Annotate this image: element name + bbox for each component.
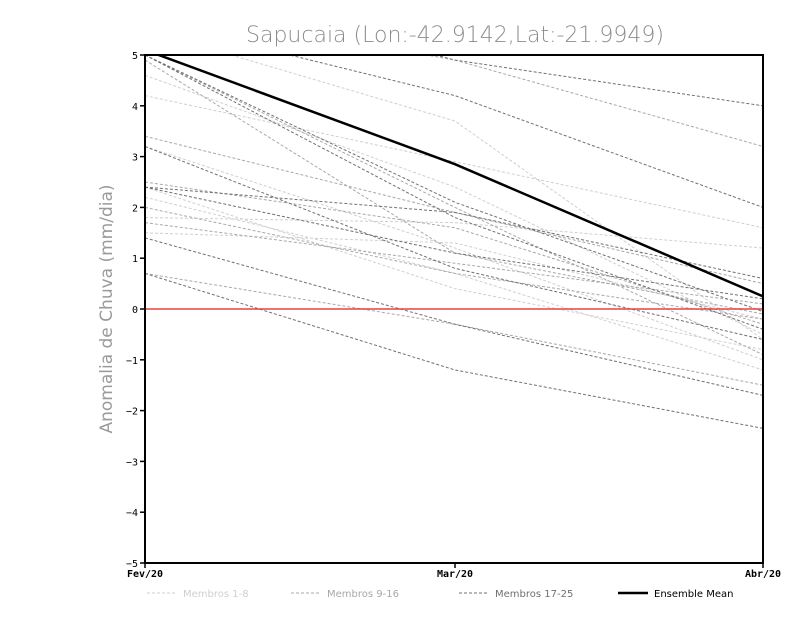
series-layer	[145, 55, 763, 429]
member-line-21	[287, 55, 763, 208]
ensemble-mean-line	[155, 55, 763, 298]
member-line-20	[145, 55, 763, 313]
member-line-15	[145, 206, 763, 320]
member-line-14	[145, 59, 763, 315]
x-tick-label: Abr/20	[745, 569, 781, 580]
y-axis-ticks: 5 4 3 2 1 0 −1 −2 −3 −4 −5	[126, 51, 145, 570]
legend: Membros 1-8 Membros 9-16 Membros 17-25 Ense…	[147, 589, 733, 600]
member-line-4	[145, 217, 763, 249]
member-line-22	[433, 55, 763, 107]
member-line-6	[229, 55, 763, 340]
y-tick-label: −1	[126, 356, 138, 367]
member-line-1	[145, 74, 763, 335]
member-line-23	[145, 55, 763, 330]
y-tick-label: 3	[132, 153, 138, 164]
member-line-25	[145, 186, 763, 300]
legend-label: Membros 17-25	[495, 589, 573, 600]
ensemble-mean-layer	[155, 55, 763, 298]
member-line-7	[145, 186, 763, 351]
y-tick-label: −4	[126, 508, 138, 519]
member-line-3	[145, 196, 763, 371]
y-tick-label: −5	[126, 559, 138, 570]
y-tick-label: 2	[132, 203, 138, 214]
y-tick-label: −2	[126, 407, 138, 418]
y-tick-label: 4	[132, 102, 138, 113]
y-tick-label: 1	[132, 254, 138, 265]
member-line-2	[145, 145, 763, 361]
x-axis-ticks: Fev/20 Mar/20 Abr/20	[127, 563, 781, 580]
x-tick-label: Fev/20	[127, 569, 163, 580]
legend-label: Membros 9-16	[327, 589, 399, 600]
chart-title: Sapucaia (Lon:-42.9142,Lat:-21.9949)	[246, 23, 664, 48]
member-line-12	[145, 222, 763, 305]
y-tick-label: −3	[126, 457, 138, 468]
member-line-24	[145, 145, 763, 340]
member-line-16	[145, 272, 763, 386]
member-line-9	[145, 135, 763, 285]
member-line-8	[145, 232, 763, 320]
y-tick-label: 5	[132, 51, 138, 62]
y-axis-label: Anomalia de Chuva (mm/dia)	[97, 184, 117, 433]
member-line-18	[145, 237, 763, 396]
member-line-11	[145, 55, 763, 356]
legend-label: Ensemble Mean	[654, 589, 733, 600]
x-tick-label: Mar/20	[437, 569, 473, 580]
legend-label: Membros 1-8	[183, 589, 249, 600]
member-line-5	[145, 95, 763, 229]
member-line-17	[145, 186, 763, 280]
y-tick-label: 0	[132, 305, 138, 316]
